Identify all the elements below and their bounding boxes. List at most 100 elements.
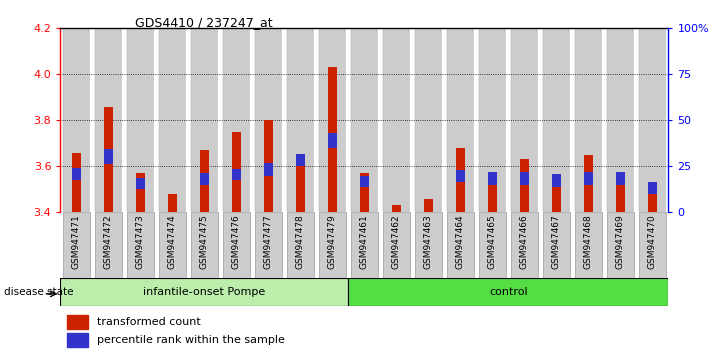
Bar <box>648 185 657 212</box>
Bar <box>72 153 81 212</box>
FancyBboxPatch shape <box>287 212 314 278</box>
Text: GSM947478: GSM947478 <box>296 215 305 269</box>
Bar <box>456 170 465 182</box>
FancyBboxPatch shape <box>479 212 506 278</box>
Bar <box>191 28 218 212</box>
Bar <box>606 28 634 212</box>
Text: GSM947468: GSM947468 <box>584 215 593 269</box>
Bar <box>136 173 145 212</box>
Text: GSM947476: GSM947476 <box>232 215 241 269</box>
Bar <box>127 28 154 212</box>
Bar <box>232 169 241 180</box>
Text: GSM947473: GSM947473 <box>136 215 145 269</box>
Bar <box>104 107 113 212</box>
Text: infantile-onset Pompe: infantile-onset Pompe <box>144 287 265 297</box>
FancyBboxPatch shape <box>574 212 602 278</box>
FancyBboxPatch shape <box>95 212 122 278</box>
Text: GSM947463: GSM947463 <box>424 215 433 269</box>
Bar <box>95 28 122 212</box>
Text: GSM947471: GSM947471 <box>72 215 81 269</box>
FancyBboxPatch shape <box>383 212 410 278</box>
Bar <box>296 154 305 166</box>
FancyBboxPatch shape <box>510 212 538 278</box>
Bar <box>552 176 561 212</box>
Bar <box>542 28 570 212</box>
Bar <box>67 315 87 329</box>
FancyBboxPatch shape <box>159 212 186 278</box>
Text: GSM947472: GSM947472 <box>104 215 113 269</box>
Bar <box>360 173 369 212</box>
Bar <box>360 176 369 187</box>
Bar <box>479 28 506 212</box>
Bar <box>424 199 433 212</box>
Bar <box>584 155 593 212</box>
Bar <box>296 166 305 212</box>
FancyBboxPatch shape <box>191 212 218 278</box>
Bar <box>616 172 625 185</box>
Text: GSM947477: GSM947477 <box>264 215 273 269</box>
FancyBboxPatch shape <box>319 212 346 278</box>
Bar <box>447 28 474 212</box>
Bar <box>328 67 337 212</box>
Bar <box>383 28 410 212</box>
Text: GSM947479: GSM947479 <box>328 215 337 269</box>
Text: GDS4410 / 237247_at: GDS4410 / 237247_at <box>135 16 273 29</box>
Text: disease state: disease state <box>4 287 73 297</box>
Bar <box>136 178 145 189</box>
Bar <box>328 133 337 148</box>
Bar <box>255 28 282 212</box>
Text: GSM947469: GSM947469 <box>616 215 625 269</box>
Bar <box>638 28 666 212</box>
Bar <box>264 120 273 212</box>
Bar <box>168 194 177 212</box>
Bar <box>348 278 668 306</box>
Bar <box>351 28 378 212</box>
Bar <box>232 132 241 212</box>
Bar <box>552 175 561 187</box>
Bar <box>319 28 346 212</box>
Text: GSM947461: GSM947461 <box>360 215 369 269</box>
FancyBboxPatch shape <box>606 212 634 278</box>
Bar <box>72 167 81 180</box>
Bar <box>616 173 625 212</box>
FancyBboxPatch shape <box>542 212 570 278</box>
Bar <box>223 28 250 212</box>
Bar <box>488 172 497 185</box>
Text: GSM947470: GSM947470 <box>648 215 657 269</box>
Text: GSM947474: GSM947474 <box>168 215 177 269</box>
Bar <box>287 28 314 212</box>
Bar <box>200 173 209 185</box>
Bar <box>63 28 90 212</box>
Bar <box>488 173 497 212</box>
Bar <box>200 150 209 212</box>
Bar <box>60 278 348 306</box>
Bar <box>520 160 529 212</box>
FancyBboxPatch shape <box>447 212 474 278</box>
Text: GSM947466: GSM947466 <box>520 215 529 269</box>
Text: GSM947464: GSM947464 <box>456 215 465 269</box>
Text: GSM947475: GSM947475 <box>200 215 209 269</box>
Text: transformed count: transformed count <box>97 317 201 327</box>
FancyBboxPatch shape <box>63 212 90 278</box>
Bar <box>104 149 113 164</box>
Bar <box>574 28 602 212</box>
Text: GSM947462: GSM947462 <box>392 215 401 269</box>
Bar <box>520 172 529 185</box>
Bar <box>159 28 186 212</box>
Bar <box>392 205 401 212</box>
Text: percentile rank within the sample: percentile rank within the sample <box>97 335 285 345</box>
FancyBboxPatch shape <box>351 212 378 278</box>
Text: control: control <box>489 287 528 297</box>
Bar <box>456 148 465 212</box>
FancyBboxPatch shape <box>223 212 250 278</box>
FancyBboxPatch shape <box>127 212 154 278</box>
Bar <box>264 163 273 176</box>
Bar <box>584 172 593 185</box>
Bar <box>648 183 657 194</box>
Bar <box>67 333 87 347</box>
Bar <box>510 28 538 212</box>
Text: GSM947465: GSM947465 <box>488 215 497 269</box>
Bar <box>415 28 442 212</box>
Text: GSM947467: GSM947467 <box>552 215 561 269</box>
FancyBboxPatch shape <box>255 212 282 278</box>
